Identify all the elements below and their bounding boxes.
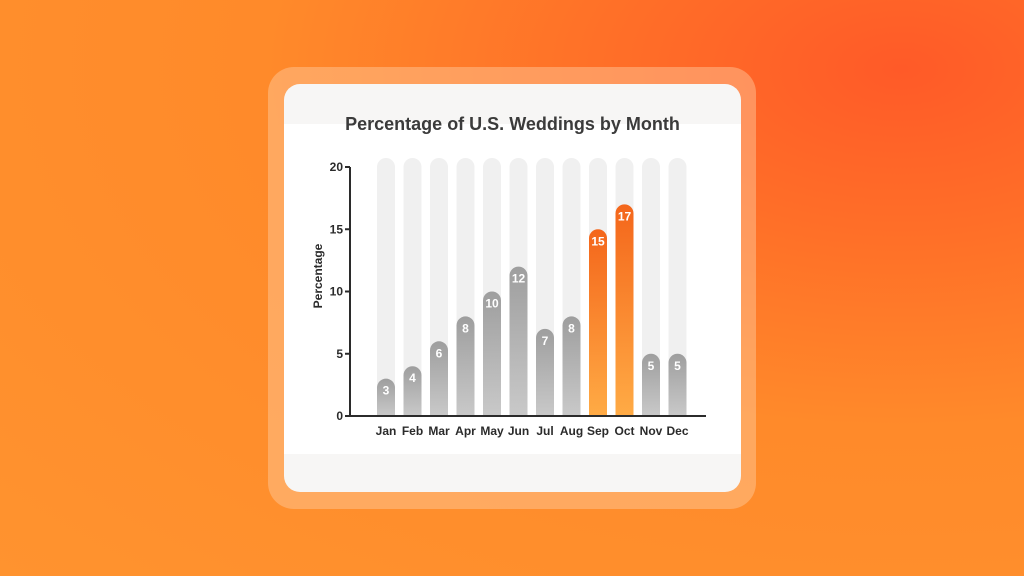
x-tick-oct: Oct <box>614 424 634 438</box>
bar-jul <box>536 328 554 416</box>
bar-track-dec <box>668 158 687 416</box>
bar-feb <box>403 366 422 416</box>
bar-track-nov <box>642 158 660 416</box>
x-tick-nov: Nov <box>640 424 663 438</box>
y-tick-20: 20 <box>330 160 344 174</box>
bar-apr <box>456 316 475 416</box>
x-tick-apr: Apr <box>455 424 476 438</box>
y-tick-15: 15 <box>330 222 344 236</box>
y-tick-0: 0 <box>336 409 343 423</box>
bar-track-jan <box>377 158 395 416</box>
bar-may <box>483 291 501 416</box>
bar-jun <box>509 266 528 416</box>
chart-title: Percentage of U.S. Weddings by Month <box>345 114 680 134</box>
bar-nov <box>642 353 660 416</box>
y-axis-label: Percentage <box>311 243 325 308</box>
x-tick-jan: Jan <box>376 424 397 438</box>
data-label-nov: 5 <box>648 359 655 373</box>
x-tick-may: May <box>480 424 504 438</box>
bar-dec <box>668 353 687 416</box>
bar-oct <box>615 204 634 416</box>
data-label-jul: 7 <box>542 334 549 348</box>
data-label-dec: 5 <box>674 359 681 373</box>
data-label-apr: 8 <box>462 321 469 335</box>
data-label-jun: 12 <box>512 272 526 286</box>
bar-track-feb <box>403 158 422 416</box>
x-tick-jun: Jun <box>508 424 529 438</box>
x-tick-feb: Feb <box>402 424 423 438</box>
data-label-oct: 17 <box>618 209 632 223</box>
data-label-jan: 3 <box>383 384 390 398</box>
x-tick-aug: Aug <box>560 424 583 438</box>
x-tick-jul: Jul <box>536 424 553 438</box>
data-label-feb: 4 <box>409 371 416 385</box>
y-tick-5: 5 <box>336 347 343 361</box>
bar-jan <box>377 378 395 416</box>
bar-aug <box>562 316 581 416</box>
bar-sep <box>589 229 607 416</box>
data-label-may: 10 <box>485 297 499 311</box>
x-tick-mar: Mar <box>428 424 450 438</box>
data-label-mar: 6 <box>436 346 443 360</box>
data-label-aug: 8 <box>568 321 575 335</box>
bar-mar <box>430 341 448 416</box>
y-tick-10: 10 <box>330 285 344 299</box>
x-tick-dec: Dec <box>666 424 688 438</box>
x-tick-sep: Sep <box>587 424 609 438</box>
data-label-sep: 15 <box>591 234 605 248</box>
